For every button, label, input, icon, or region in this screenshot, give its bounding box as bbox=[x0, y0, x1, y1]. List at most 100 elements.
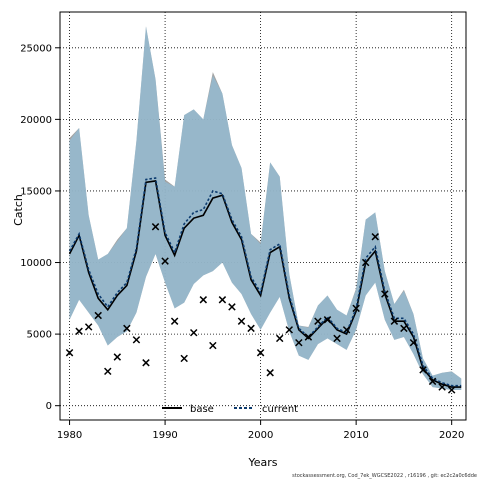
observed-point bbox=[266, 369, 274, 377]
observed-point-stroke bbox=[199, 296, 208, 304]
y-tick-label: 25000 bbox=[20, 43, 52, 54]
legend-label-base: base bbox=[190, 404, 214, 415]
observed-point-stroke bbox=[419, 366, 427, 374]
observed-point bbox=[190, 328, 198, 337]
observed-point bbox=[409, 338, 418, 347]
observed-point-stroke bbox=[352, 304, 360, 313]
y-tick-label: 20000 bbox=[20, 115, 52, 126]
observed-point-stroke bbox=[342, 326, 351, 334]
x-tick-label: 1980 bbox=[57, 430, 82, 441]
observed-point bbox=[342, 326, 351, 334]
legend-label-current: current bbox=[262, 404, 298, 415]
observed-point bbox=[123, 324, 131, 333]
x-tick-label: 2000 bbox=[248, 430, 273, 441]
confidence-bands bbox=[69, 26, 462, 390]
observed-point-stroke bbox=[256, 348, 265, 357]
observed-point-stroke bbox=[323, 316, 332, 324]
observed-point bbox=[75, 327, 83, 335]
observed-point bbox=[400, 324, 408, 333]
observed-point-stroke bbox=[84, 323, 93, 331]
observed-point bbox=[314, 317, 322, 325]
observed-point-stroke bbox=[142, 359, 150, 367]
observed-point bbox=[447, 386, 456, 394]
observed-point bbox=[333, 334, 341, 343]
current-confidence-band bbox=[69, 26, 462, 390]
x-tick-label: 2010 bbox=[343, 430, 368, 441]
observed-point bbox=[428, 377, 437, 386]
x-tick-label: 1990 bbox=[152, 430, 177, 441]
observed-point bbox=[113, 353, 122, 361]
y-tick-label: 10000 bbox=[20, 258, 52, 269]
observed-point-stroke bbox=[75, 327, 83, 335]
observed-point-stroke bbox=[428, 377, 437, 386]
observed-point-stroke bbox=[333, 334, 341, 343]
observed-point bbox=[438, 383, 446, 391]
observed-point bbox=[275, 334, 284, 343]
observed-point-stroke bbox=[295, 338, 303, 347]
observed-point-stroke bbox=[285, 326, 294, 334]
observed-point-stroke bbox=[381, 290, 389, 298]
observed-point bbox=[352, 304, 360, 313]
observed-point-stroke bbox=[266, 369, 274, 377]
observed-point bbox=[199, 296, 208, 304]
series-lines bbox=[68, 177, 462, 388]
x-axis-title: Years bbox=[247, 456, 277, 469]
observed-point-stroke bbox=[113, 353, 122, 361]
legend: base current bbox=[162, 404, 298, 415]
observed-point bbox=[295, 338, 303, 347]
observed-point bbox=[361, 258, 370, 267]
observed-point bbox=[285, 326, 294, 334]
observed-point-stroke bbox=[447, 386, 456, 394]
observed-point bbox=[104, 367, 112, 376]
observed-point bbox=[170, 317, 179, 325]
observed-point-stroke bbox=[161, 257, 169, 265]
observed-point-stroke bbox=[409, 338, 418, 347]
observed-point-stroke bbox=[314, 317, 322, 325]
observed-point bbox=[390, 317, 399, 325]
series-line-base bbox=[68, 180, 462, 388]
observed-point-stroke bbox=[209, 341, 217, 350]
observed-point bbox=[180, 354, 188, 363]
observed-points bbox=[65, 223, 456, 394]
observed-point-stroke bbox=[218, 296, 227, 304]
observed-point-stroke bbox=[304, 333, 313, 341]
observed-point-stroke bbox=[170, 317, 179, 325]
observed-point bbox=[256, 348, 265, 357]
observed-point bbox=[161, 257, 169, 265]
observed-point bbox=[84, 323, 93, 331]
observed-point bbox=[371, 233, 379, 241]
observed-point-stroke bbox=[275, 334, 284, 343]
observed-point bbox=[142, 359, 150, 367]
observed-point bbox=[247, 324, 255, 333]
footer-note: stockassessment.org, Cod_7ek_WGCSE2022 ,… bbox=[292, 473, 477, 479]
series-line-current bbox=[68, 177, 462, 387]
observed-point-stroke bbox=[247, 324, 255, 333]
observed-point bbox=[323, 316, 332, 324]
observed-point-stroke bbox=[371, 233, 379, 241]
observed-point-stroke bbox=[123, 324, 131, 333]
x-tick-label: 2020 bbox=[439, 430, 464, 441]
observed-point bbox=[132, 336, 141, 344]
observed-point-stroke bbox=[390, 317, 399, 325]
observed-point-stroke bbox=[400, 324, 408, 333]
observed-point-stroke bbox=[237, 317, 246, 325]
observed-point bbox=[151, 223, 160, 231]
observed-point bbox=[218, 296, 227, 304]
observed-point bbox=[65, 348, 74, 357]
y-tick-label: 0 bbox=[46, 401, 52, 412]
observed-point bbox=[381, 290, 389, 298]
plot-frame bbox=[59, 11, 467, 421]
observed-point-stroke bbox=[190, 328, 198, 337]
observed-point-stroke bbox=[65, 348, 74, 357]
y-tick-label: 15000 bbox=[20, 186, 52, 197]
observed-point-stroke bbox=[94, 311, 102, 320]
observed-point-stroke bbox=[228, 303, 236, 311]
observed-point-stroke bbox=[180, 354, 188, 363]
observed-point-stroke bbox=[104, 367, 112, 376]
observed-point-stroke bbox=[438, 383, 446, 391]
observed-point-stroke bbox=[361, 258, 370, 267]
observed-point bbox=[94, 311, 102, 320]
y-tick-label: 5000 bbox=[27, 330, 52, 341]
